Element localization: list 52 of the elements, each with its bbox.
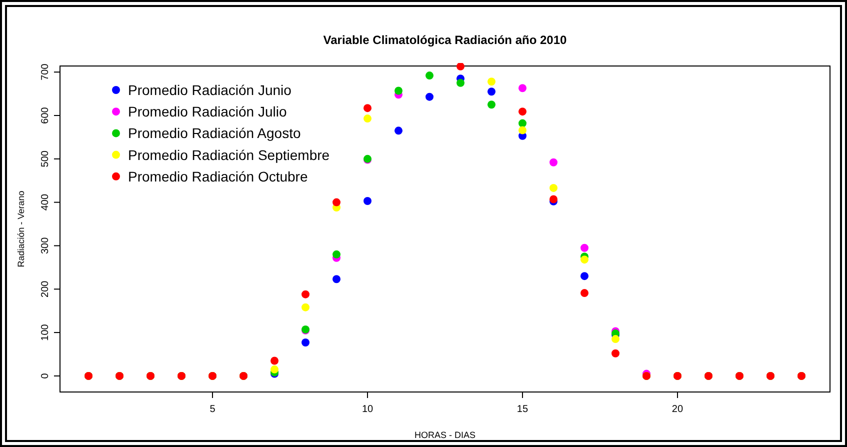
point xyxy=(488,100,496,109)
point xyxy=(426,92,434,101)
point xyxy=(456,78,464,87)
point xyxy=(580,256,588,264)
point xyxy=(518,108,526,116)
point xyxy=(549,184,558,192)
point xyxy=(332,198,341,206)
y-tick-label: 600 xyxy=(40,106,51,124)
point xyxy=(364,114,372,123)
x-tick-label: 5 xyxy=(210,404,216,415)
point xyxy=(580,289,588,298)
point xyxy=(488,78,496,86)
point xyxy=(611,335,620,344)
point xyxy=(611,349,620,358)
point xyxy=(332,250,341,258)
point xyxy=(302,303,310,312)
legend-label: Promedio Radiación Septiembre xyxy=(128,146,330,163)
point xyxy=(364,197,372,205)
y-tick-label: 100 xyxy=(40,324,51,341)
point xyxy=(394,86,402,95)
point xyxy=(518,84,526,92)
point xyxy=(549,158,558,166)
point xyxy=(394,126,402,135)
point xyxy=(426,72,434,80)
point xyxy=(580,272,588,280)
y-tick-label: 400 xyxy=(40,194,51,211)
point xyxy=(456,63,464,70)
legend-label: Promedio Radiación Octubre xyxy=(128,168,308,184)
point xyxy=(580,244,588,252)
point xyxy=(364,104,372,112)
y-axis-title: Radiación - Verano xyxy=(16,190,26,268)
y-tick-label: 0 xyxy=(40,372,51,379)
x-tick-label: 20 xyxy=(672,404,684,415)
point xyxy=(488,88,496,96)
legend-label: Promedio Radiación Julio xyxy=(128,104,287,120)
point xyxy=(518,126,526,134)
y-tick-label: 700 xyxy=(40,63,51,80)
x-tick-label: 15 xyxy=(516,404,528,415)
point xyxy=(302,290,310,298)
y-tick-label: 200 xyxy=(40,280,51,298)
y-tick-label: 300 xyxy=(40,236,51,254)
y-tick-label: 500 xyxy=(40,150,51,168)
x-axis-title: HORAS - DIAS xyxy=(414,430,476,440)
point xyxy=(270,365,279,374)
chart-title: Variable Climatológica Radiación año 2010 xyxy=(323,33,568,47)
legend-label: Promedio Radiación Agosto xyxy=(128,125,301,142)
point xyxy=(332,275,341,284)
point xyxy=(270,356,279,365)
point xyxy=(302,338,310,347)
x-tick-label: 10 xyxy=(362,404,374,415)
point xyxy=(518,119,526,128)
legend-label: Promedio Radiación Junio xyxy=(128,82,292,98)
